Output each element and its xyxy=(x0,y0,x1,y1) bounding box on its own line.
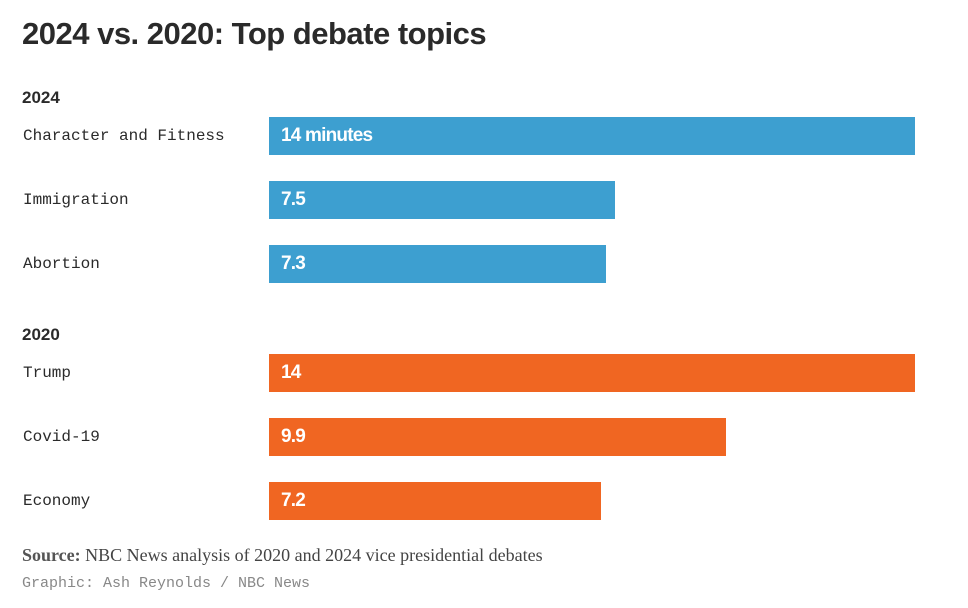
bar-value-label: 9.9 xyxy=(281,426,306,447)
bar: 7.2 xyxy=(269,482,601,520)
bar: 14 xyxy=(269,354,915,392)
source-label: Source: xyxy=(22,545,81,565)
bar-value-label: 14 minutes xyxy=(281,125,373,146)
source-text: NBC News analysis of 2020 and 2024 vice … xyxy=(85,545,543,565)
group-label-2024: 2024 xyxy=(22,88,60,107)
bar: 14 minutes xyxy=(269,117,915,155)
category-label: Abortion xyxy=(23,255,100,273)
graphic-credit: Graphic: Ash Reynolds / NBC News xyxy=(22,575,311,592)
bar-value-label: 7.3 xyxy=(281,253,306,274)
bar: 9.9 xyxy=(269,418,726,456)
chart-title: 2024 vs. 2020: Top debate topics xyxy=(22,16,487,51)
category-label: Trump xyxy=(23,364,72,382)
group-label-2020: 2020 xyxy=(22,325,60,344)
category-label: Character and Fitness xyxy=(23,127,225,145)
category-label: Economy xyxy=(23,492,91,510)
bar-value-label: 14 xyxy=(281,362,301,383)
bar-value-label: 7.5 xyxy=(281,189,306,210)
source-note: Source: NBC News analysis of 2020 and 20… xyxy=(22,545,543,566)
bar: 7.3 xyxy=(269,245,606,283)
bar: 7.5 xyxy=(269,181,615,219)
category-label: Immigration xyxy=(23,191,129,209)
bar-value-label: 7.2 xyxy=(281,490,306,511)
category-label: Covid-19 xyxy=(23,428,100,446)
